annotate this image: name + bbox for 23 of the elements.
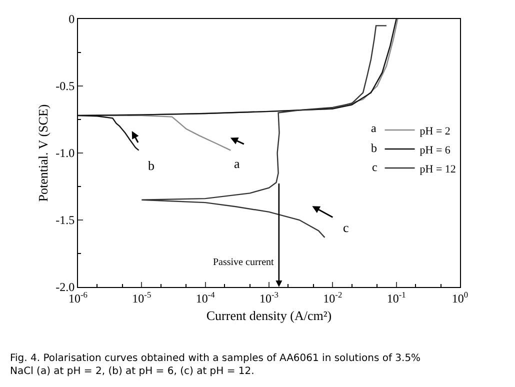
legend-label: pH = 6	[420, 144, 451, 156]
x-tick-label: 10$^{-2}$	[323, 290, 342, 306]
caption: Fig. 4. Polarisation curves obtained with a samples of AA6061 in solutions of 3.5% NaCl (a) at pH = 2, (b) at pH = 6, (c) at pH = 12.	[10, 353, 421, 377]
annotation: c	[372, 160, 378, 174]
annotation: Passive current	[213, 257, 274, 268]
y-axis-title: Potential. V (SCE)	[36, 104, 51, 202]
legend-label: pH = 12	[420, 163, 456, 176]
x-axis-title: Current density (A/cm²)	[206, 308, 332, 323]
annotation: a	[234, 156, 240, 171]
x-tick-label: 10$^{0}$	[452, 290, 468, 306]
x-tick-label: 10$^{-1}$	[386, 290, 406, 306]
y-tick-label: -1.0	[56, 146, 75, 160]
x-tick-label: 10$^{-5}$	[132, 290, 152, 306]
y-tick-label: -0.5	[56, 79, 75, 94]
y-tick-label: -1.5	[56, 213, 75, 228]
annotation: b	[148, 158, 154, 173]
annotation: a	[371, 121, 377, 135]
annotation: c	[343, 220, 349, 235]
annotation: b	[371, 141, 377, 155]
x-tick-label: 10$^{-4}$	[196, 290, 216, 306]
y-tick-label: 0	[68, 12, 75, 26]
x-tick-label: 10$^{-3}$	[260, 290, 278, 306]
legend-label: pH = 2	[420, 125, 450, 138]
